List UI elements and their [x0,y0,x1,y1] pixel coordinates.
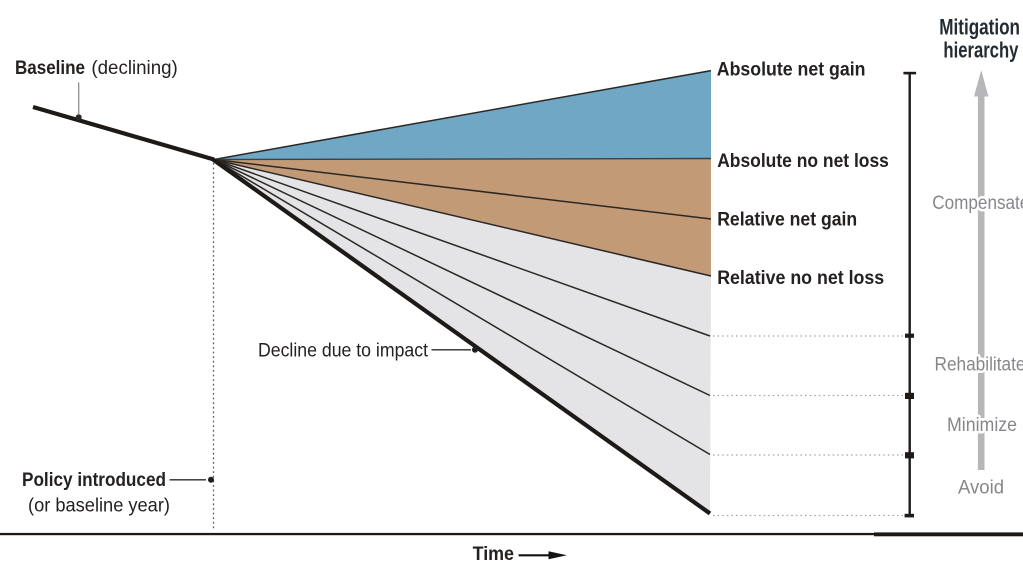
svg-text:Relative no net loss: Relative no net loss [717,268,884,289]
svg-text:hierarchy: hierarchy [943,37,1018,62]
svg-text:Mitigation: Mitigation [939,14,1020,39]
svg-text:(or baseline year): (or baseline year) [28,495,170,516]
svg-text:Absolute no net loss: Absolute no net loss [717,151,889,172]
svg-text:Absolute net gain: Absolute net gain [717,60,866,81]
svg-text:Relative net gain: Relative net gain [717,210,857,231]
svg-text:Time: Time [473,544,515,565]
svg-text:Minimize: Minimize [947,415,1017,436]
svg-text:Avoid: Avoid [958,477,1004,498]
svg-text:Compensate: Compensate [932,193,1023,214]
svg-text:Rehabilitate: Rehabilitate [935,354,1023,375]
svg-text:Baseline: Baseline [15,58,85,79]
svg-text:Policy introduced: Policy introduced [22,470,166,491]
svg-text:Decline due to impact: Decline due to impact [258,340,429,361]
svg-text:(declining): (declining) [91,58,177,79]
